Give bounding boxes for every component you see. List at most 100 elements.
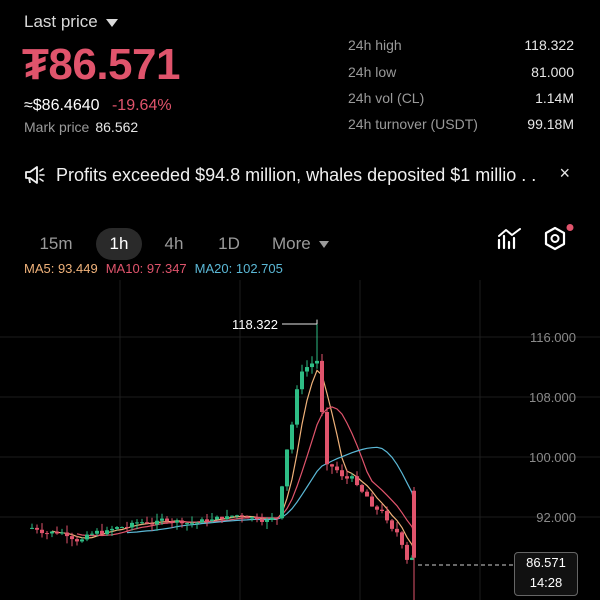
- tab-1h[interactable]: 1h: [96, 228, 142, 260]
- candle: [250, 517, 254, 519]
- candle: [245, 516, 249, 519]
- candle: [230, 515, 234, 517]
- candle: [375, 506, 379, 510]
- candle: [275, 517, 279, 519]
- candle: [205, 519, 209, 522]
- last-price-value: ₮86.571: [22, 40, 180, 89]
- ma-legend: MA5: 93.449 MA10: 97.347 MA20: 102.705: [24, 261, 283, 276]
- candle: [355, 476, 359, 486]
- stat-24h-turnover-value: 99.18M: [527, 116, 574, 132]
- candle: [145, 522, 149, 524]
- candle: [310, 363, 314, 368]
- news-ticker[interactable]: Profits exceeded $94.8 million, whales d…: [24, 163, 584, 187]
- stat-24h-turnover-label: 24h turnover (USDT): [348, 116, 478, 132]
- candle: [320, 360, 324, 412]
- candle: [400, 532, 404, 545]
- candle: [65, 532, 69, 537]
- high-marker-label: 118.322: [232, 317, 278, 332]
- current-price-tag: 86.571 14:28: [514, 552, 578, 596]
- y-tick-label: 100.000: [529, 450, 576, 465]
- candle: [40, 529, 44, 534]
- candle: [180, 520, 184, 524]
- candle: [70, 536, 74, 540]
- candle: [125, 527, 129, 529]
- candle: [85, 534, 89, 540]
- candle: [35, 527, 39, 530]
- candle: [120, 527, 124, 529]
- y-tick-label: 92.000: [536, 510, 576, 525]
- news-text: Profits exceeded $94.8 million, whales d…: [56, 164, 537, 185]
- chevron-down-icon: [105, 19, 118, 27]
- candle: [405, 544, 409, 560]
- indicator-chart-icon[interactable]: [496, 226, 524, 252]
- candle: [360, 485, 364, 492]
- ma5-value: MA5: 93.449: [24, 261, 98, 276]
- candle: [110, 528, 114, 531]
- candle: [115, 527, 119, 529]
- close-icon[interactable]: ×: [559, 163, 570, 183]
- candle: [220, 516, 224, 520]
- mark-price-row: Mark price 86.562: [24, 119, 138, 135]
- ma10-value: MA10: 97.347: [105, 261, 187, 276]
- candle: [412, 490, 416, 558]
- candle: [315, 360, 319, 364]
- y-axis-labels: 116.000 108.000 100.000 92.000: [529, 330, 576, 525]
- candle: [130, 522, 134, 528]
- y-tick-label: 108.000: [529, 390, 576, 405]
- candle: [170, 521, 174, 523]
- candle: [160, 518, 164, 521]
- stat-24h-low-value: 81.000: [531, 64, 574, 80]
- candle: [190, 522, 194, 524]
- candle: [150, 523, 154, 525]
- tab-more-label: More: [272, 234, 311, 253]
- candle: [270, 517, 274, 520]
- candles: [30, 319, 416, 600]
- tab-15m[interactable]: 15m: [39, 234, 73, 253]
- usd-price: ≈$86.4640: [24, 97, 100, 114]
- candle: [325, 412, 329, 465]
- candlestick-chart[interactable]: 116.000 108.000 100.000 92.000 118.322: [0, 280, 600, 600]
- candle: [260, 519, 264, 522]
- usd-price-row: ≈$86.4640 -19.64%: [24, 97, 172, 115]
- candle: [380, 509, 384, 511]
- tab-more[interactable]: More: [272, 228, 342, 260]
- candle: [290, 424, 294, 450]
- settings-icon[interactable]: [542, 224, 576, 254]
- y-tick-label: 116.000: [530, 330, 576, 345]
- stat-24h-low-label: 24h low: [348, 64, 397, 80]
- change-percent: -19.64%: [111, 97, 172, 114]
- candle: [300, 371, 304, 390]
- candle: [165, 518, 169, 522]
- chart-grid: [0, 280, 600, 600]
- candle: [390, 520, 394, 529]
- candle: [175, 520, 179, 523]
- stat-24h-high-label: 24h high: [348, 37, 402, 53]
- candle: [385, 510, 389, 521]
- candle: [75, 539, 79, 542]
- notification-dot: [566, 224, 574, 231]
- candle: [30, 527, 34, 529]
- candle: [215, 516, 219, 520]
- candle: [140, 522, 144, 524]
- tab-4h[interactable]: 4h: [164, 234, 184, 253]
- last-price-label: Last price: [24, 12, 98, 31]
- candle: [200, 519, 204, 523]
- tab-1d[interactable]: 1D: [218, 234, 240, 253]
- candle: [365, 491, 369, 497]
- candle: [50, 531, 54, 534]
- stat-24h-vol-label: 24h vol (CL): [348, 90, 425, 106]
- candle: [60, 532, 64, 534]
- high-marker: 118.322: [232, 317, 318, 332]
- candle: [210, 519, 214, 522]
- candle: [350, 476, 354, 479]
- last-price-dropdown[interactable]: Last price: [24, 12, 118, 32]
- ma20-value: MA20: 102.705: [194, 261, 283, 276]
- candle: [280, 486, 284, 519]
- candle: [370, 496, 374, 507]
- current-price-value: 86.571: [526, 555, 566, 570]
- candle: [395, 528, 399, 533]
- candle: [330, 464, 334, 467]
- candle: [100, 530, 104, 535]
- mark-price-label: Mark price: [24, 119, 90, 135]
- candle: [90, 533, 94, 535]
